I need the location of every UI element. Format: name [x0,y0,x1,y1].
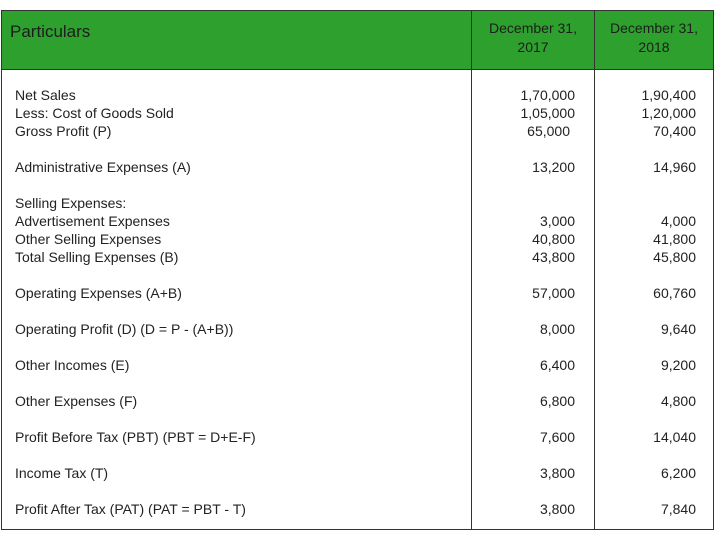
value-2018: 6,200 [660,465,696,481]
value-2017: 40,800 [532,231,575,247]
table-row: Other Incomes (E) 6,400 9,200 [2,356,713,374]
table-row: Operating Expenses (A+B) 57,000 60,760 [2,284,713,302]
table-row: Income Tax (T) 3,800 6,200 [2,464,713,482]
header-col1-line2: 2017 [517,39,549,55]
header-particulars: Particulars [10,22,91,41]
header-december-2017: December 31, 2017 [471,11,595,69]
income-statement-table: Particulars December 31, 2017 December 3… [1,10,714,530]
value-2017: 7,600 [539,429,575,445]
row-label: Other Incomes (E) [15,357,130,373]
table-row: Profit After Tax (PAT) (PAT = PBT - T) 3… [2,500,713,518]
row-label: Selling Expenses: [15,195,127,211]
value-2017: 6,800 [539,393,575,409]
row-label: Gross Profit (P) [15,123,112,139]
row-label: Net Sales [15,87,76,103]
column-divider-1 [471,11,472,529]
value-2018: 4,000 [660,213,696,229]
table-row: Other Selling Expenses 40,800 41,800 [2,230,713,248]
value-2018: 1,90,400 [641,87,697,103]
value-2017: 43,800 [532,249,575,265]
value-2017: 57,000 [532,285,575,301]
value-2017: 13,200 [532,159,575,175]
header-col2-line2: 2018 [638,39,670,55]
value-2017: 3,800 [539,465,575,481]
value-2017: 1,05,000 [520,105,576,121]
column-divider-2 [594,11,595,529]
row-label: Income Tax (T) [15,465,109,481]
value-2018: 7,840 [660,501,696,517]
row-label: Total Selling Expenses (B) [15,249,179,265]
value-2018: 70,400 [653,123,696,139]
table-header: Particulars December 31, 2017 December 3… [2,11,713,70]
table-row: Gross Profit (P) 65,000 70,400 [2,122,713,140]
value-2018: 14,040 [653,429,696,445]
table-row: Advertisement Expenses 3,000 4,000 [2,212,713,230]
value-2018: 4,800 [660,393,696,409]
value-2018: 41,800 [653,231,696,247]
value-2017: 3,800 [539,501,575,517]
table-row: Total Selling Expenses (B) 43,800 45,800 [2,248,713,266]
value-2017: 1,70,000 [520,87,576,103]
header-col2-line1: December 31, [610,20,698,36]
row-label: Other Selling Expenses [15,231,162,247]
table-row: Selling Expenses: [2,194,713,212]
table-row: Net Sales 1,70,000 1,90,400 [2,86,713,104]
header-col1-line1: December 31, [489,20,577,36]
table-row: Profit Before Tax (PBT) (PBT = D+E-F) 7,… [2,428,713,446]
table-row: Administrative Expenses (A) 13,200 14,96… [2,158,713,176]
table-row: Less: Cost of Goods Sold 1,05,000 1,20,0… [2,104,713,122]
row-label: Profit Before Tax (PBT) (PBT = D+E-F) [15,429,256,445]
value-2018: 1,20,000 [641,105,697,121]
value-2017: 6,400 [539,357,575,373]
header-december-2018: December 31, 2018 [595,11,713,69]
row-label: Less: Cost of Goods Sold [15,105,174,121]
table-row: Other Expenses (F) 6,800 4,800 [2,392,713,410]
row-label: Operating Expenses (A+B) [15,285,182,301]
value-2018: 9,200 [660,357,696,373]
row-label: Advertisement Expenses [15,213,170,229]
row-label: Other Expenses (F) [15,393,138,409]
row-label: Operating Profit (D) (D = P - (A+B)) [15,321,234,337]
value-2018: 14,960 [653,159,696,175]
value-2018: 45,800 [653,249,696,265]
value-2017: 65,000 [527,123,570,139]
row-label: Profit After Tax (PAT) (PAT = PBT - T) [15,501,246,517]
value-2018: 60,760 [653,285,696,301]
row-label: Administrative Expenses (A) [15,159,191,175]
table-row: Operating Profit (D) (D = P - (A+B)) 8,0… [2,320,713,338]
value-2017: 3,000 [539,213,575,229]
value-2018: 9,640 [660,321,696,337]
value-2017: 8,000 [539,321,575,337]
